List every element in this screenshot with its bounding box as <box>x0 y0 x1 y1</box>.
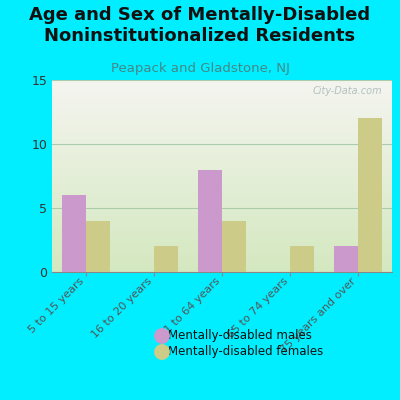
Bar <box>86 221 110 272</box>
Text: Age and Sex of Mentally-Disabled
Noninstitutionalized Residents: Age and Sex of Mentally-Disabled Noninst… <box>30 6 370 45</box>
Bar <box>198 170 222 272</box>
Bar <box>154 246 178 272</box>
Text: Mentally-disabled males: Mentally-disabled males <box>168 330 312 342</box>
Text: City-Data.com: City-Data.com <box>312 86 382 96</box>
Text: 21 to 64 years: 21 to 64 years <box>158 276 222 340</box>
Text: 75 years and over: 75 years and over <box>279 276 358 355</box>
Bar <box>222 221 246 272</box>
Bar <box>358 118 382 272</box>
Text: 5 to 15 years: 5 to 15 years <box>27 276 86 335</box>
Bar <box>334 246 358 272</box>
Text: Peapack and Gladstone, NJ: Peapack and Gladstone, NJ <box>110 62 290 75</box>
Bar <box>290 246 314 272</box>
Text: 65 to 74 years: 65 to 74 years <box>226 276 290 340</box>
Bar <box>62 195 86 272</box>
Text: 16 to 20 years: 16 to 20 years <box>90 276 154 340</box>
Text: Mentally-disabled females: Mentally-disabled females <box>168 346 323 358</box>
